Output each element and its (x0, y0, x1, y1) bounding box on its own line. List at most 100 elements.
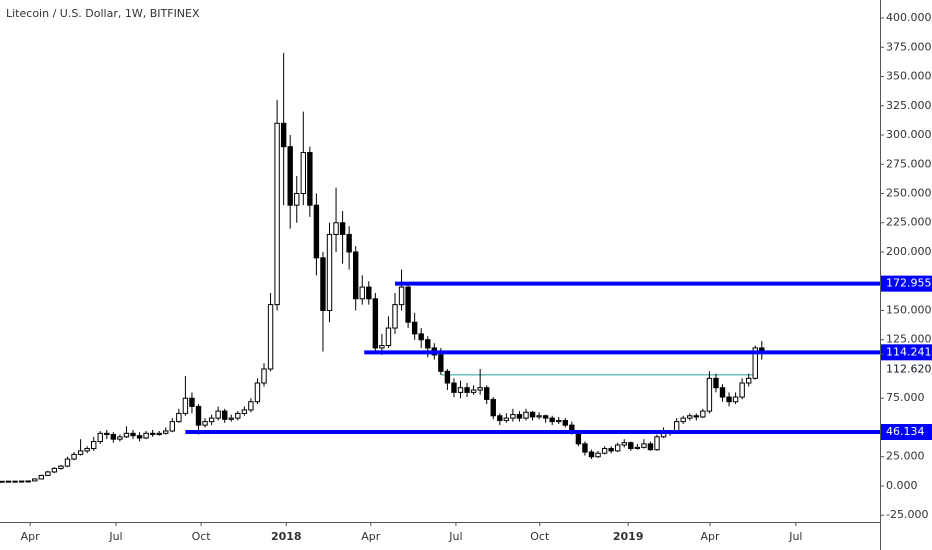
candle-body (700, 410, 706, 418)
y-tick-label: 75.000 (886, 391, 925, 404)
candle-body (634, 446, 641, 450)
candle-body (228, 417, 234, 420)
y-tick-label: 350.000 (886, 70, 932, 83)
candle-body (38, 474, 44, 480)
candle-body (542, 415, 549, 419)
candle-body (64, 458, 71, 467)
candle-body (294, 192, 300, 206)
level-label-box (881, 423, 932, 440)
x-tick-label: Apr (21, 530, 41, 543)
candle-body (267, 304, 274, 370)
candle-body (51, 467, 58, 473)
candle-body (195, 405, 202, 426)
candle-body (444, 370, 451, 384)
y-tick-label: 275.000 (886, 157, 932, 170)
candle-body (202, 421, 208, 426)
candle-body (654, 436, 660, 451)
candle-body (477, 387, 483, 391)
candle-body (300, 152, 307, 194)
candle-body (719, 387, 726, 398)
y-tick-label: 400.000 (886, 11, 932, 24)
candle-body (32, 478, 38, 482)
candle-body (732, 396, 739, 403)
x-tick-label: Apr (361, 530, 381, 543)
candle-body (647, 443, 654, 451)
y-tick-label: 375.000 (886, 40, 932, 53)
candle-body (104, 432, 110, 435)
candle-body (176, 412, 182, 423)
candle-body (313, 204, 320, 259)
candle-body (706, 377, 713, 412)
candle-body (588, 451, 595, 458)
candle-body (523, 411, 529, 419)
candle-body (464, 387, 470, 393)
candle-body (130, 432, 136, 437)
candle-body (497, 415, 503, 421)
candle-body (189, 397, 195, 407)
y-tick-label: -25.000 (886, 508, 928, 521)
candle-body (713, 377, 719, 389)
candle-body (739, 382, 745, 398)
y-tick-label: 0.000 (886, 479, 918, 492)
candle-body (143, 432, 149, 439)
candle-body (470, 389, 477, 393)
candle-body (254, 382, 261, 403)
y-tick-label: 150.000 (886, 303, 932, 316)
candle-body (169, 421, 176, 432)
candle-body (320, 257, 326, 311)
candle-body (425, 339, 431, 349)
candle-body (182, 397, 189, 414)
y-tick-label: 325.000 (886, 99, 932, 112)
candle-body (359, 286, 365, 300)
candle-body (117, 436, 123, 440)
level-label: 114.241 (886, 345, 932, 358)
y-tick-label: 225.000 (886, 216, 932, 229)
candle-body (58, 465, 64, 469)
candle-body (307, 152, 313, 206)
x-tick-label: Jul (448, 530, 462, 543)
level-label-box (881, 344, 932, 361)
y-tick-label: 250.000 (886, 186, 932, 199)
candle-body (693, 415, 699, 418)
candle-body (0, 480, 5, 483)
candle-body (5, 480, 12, 483)
price-label-box (881, 361, 932, 378)
x-tick-label: 2019 (613, 530, 644, 543)
candle-body (326, 233, 333, 311)
candle-body (156, 432, 162, 435)
candle-body (556, 419, 562, 423)
candle-body (12, 480, 18, 483)
candle-body (405, 286, 411, 323)
candle-body (45, 471, 51, 476)
y-tick-label: 300.000 (886, 128, 932, 141)
candle-body (451, 382, 457, 393)
candle-body (77, 450, 84, 455)
candle-body (601, 448, 608, 454)
candle-body (339, 222, 346, 235)
level-label-box (881, 275, 932, 292)
candle-body (235, 412, 241, 419)
candle-body (529, 411, 536, 418)
candle-body (510, 414, 516, 419)
candle-body (438, 354, 444, 372)
candle-body (149, 432, 156, 435)
y-tick-label: 200.000 (886, 245, 932, 258)
candle-body (608, 448, 614, 452)
candle-body (752, 347, 758, 379)
candle-body (346, 233, 352, 253)
candle-body (746, 377, 752, 384)
candle-body (582, 443, 588, 453)
candle-body (536, 415, 542, 418)
candle-body (110, 433, 117, 440)
candle-body (123, 432, 130, 438)
candle-body (163, 430, 169, 434)
candle-body (392, 304, 398, 329)
candle-body (687, 415, 693, 419)
candle-body (372, 298, 379, 349)
candle-body (562, 419, 568, 426)
candle-body (549, 417, 555, 423)
x-tick-label: Oct (530, 530, 550, 543)
candle-body (503, 417, 510, 421)
level-label: 172.955 (886, 277, 932, 290)
